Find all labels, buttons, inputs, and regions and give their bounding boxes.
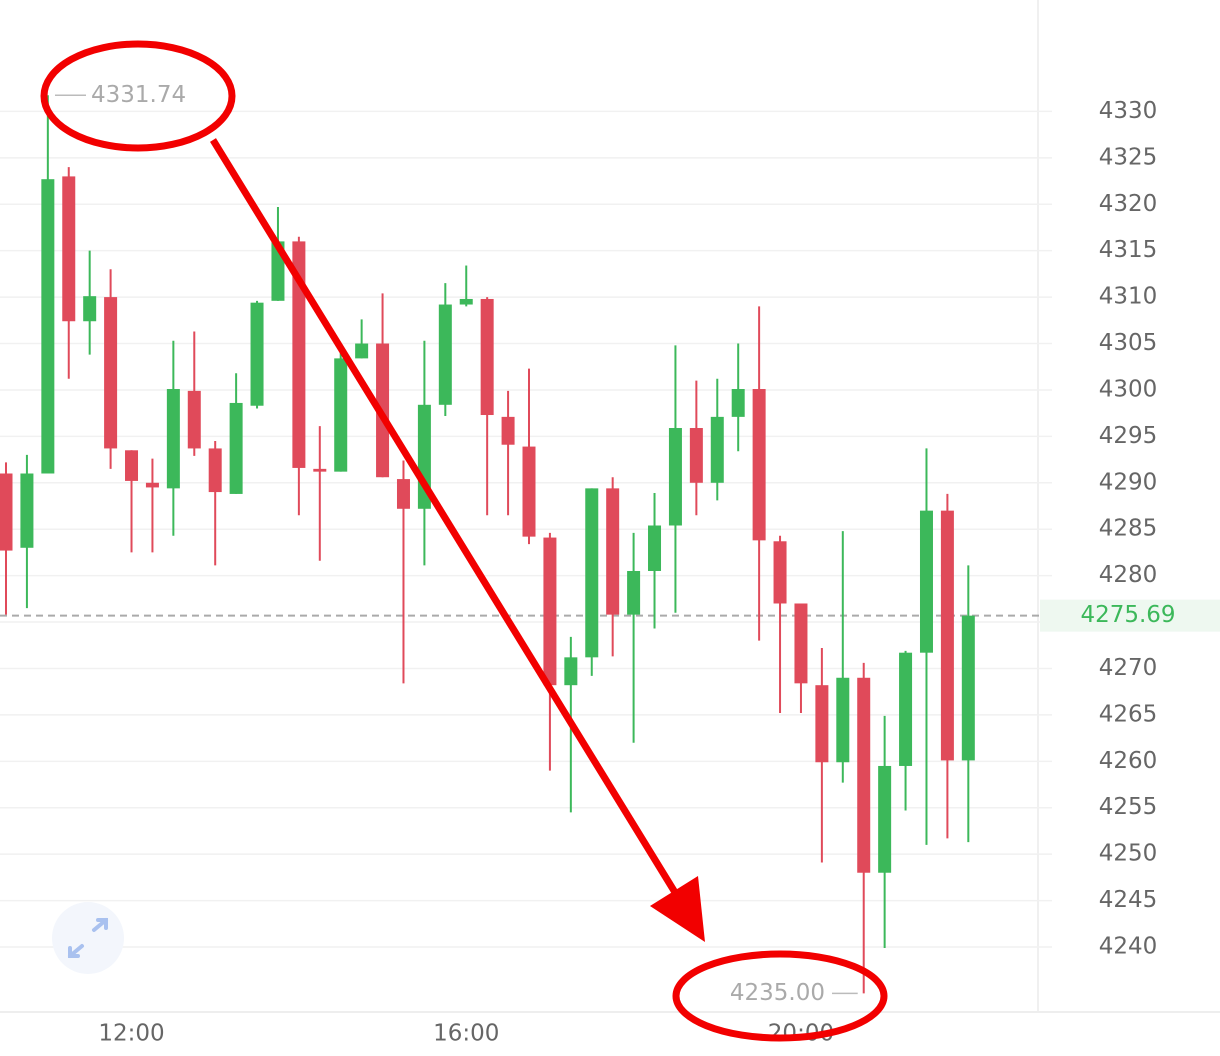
y-tick-label: 4250 bbox=[1099, 841, 1158, 867]
candle-body bbox=[815, 685, 829, 763]
y-tick-label: 4255 bbox=[1099, 794, 1158, 820]
candle-body bbox=[41, 179, 55, 474]
candle-body bbox=[480, 298, 494, 416]
candle-body bbox=[961, 615, 975, 761]
candle-body bbox=[543, 537, 557, 686]
candle-body bbox=[83, 296, 97, 322]
x-tick-label: 16:00 bbox=[433, 1021, 499, 1047]
candle-body bbox=[836, 677, 850, 763]
expand-button-bg[interactable] bbox=[52, 902, 124, 974]
candle-body bbox=[773, 541, 787, 604]
annotation-circle bbox=[40, 40, 236, 152]
candle-body bbox=[710, 416, 724, 483]
y-tick-label: 4265 bbox=[1099, 701, 1158, 727]
y-tick-label: 4270 bbox=[1099, 655, 1158, 681]
candle-body bbox=[145, 482, 159, 488]
candle-body bbox=[606, 488, 620, 615]
candle-body bbox=[187, 390, 201, 449]
expand-icon[interactable] bbox=[68, 918, 108, 958]
candle-body bbox=[396, 479, 410, 509]
y-tick-label: 4310 bbox=[1099, 284, 1158, 310]
annotation bbox=[40, 40, 888, 1042]
candle-body bbox=[104, 297, 118, 449]
y-tick-label: 4315 bbox=[1099, 237, 1158, 263]
y-tick-label: 4320 bbox=[1099, 191, 1158, 217]
candle-body bbox=[313, 468, 327, 472]
candle-body bbox=[794, 603, 808, 684]
candle-body bbox=[731, 389, 745, 417]
candle-body bbox=[166, 389, 180, 489]
candle-body bbox=[62, 176, 76, 322]
candle-body bbox=[522, 446, 536, 537]
candle-body bbox=[919, 510, 933, 653]
candle-body bbox=[627, 570, 641, 615]
x-tick-label: 12:00 bbox=[98, 1021, 164, 1047]
candle-body bbox=[125, 450, 139, 481]
annotation-arrow bbox=[210, 138, 679, 896]
y-tick-label: 4240 bbox=[1099, 934, 1158, 960]
y-tick-label: 4290 bbox=[1099, 469, 1158, 495]
y-tick-label: 4260 bbox=[1099, 748, 1158, 774]
candle-body bbox=[20, 473, 34, 548]
last-price-bg bbox=[1040, 599, 1220, 632]
plot: 4240424542504255426042654270427542804285… bbox=[0, 82, 1220, 1047]
y-tick-label: 4280 bbox=[1099, 562, 1158, 588]
candle-body bbox=[438, 304, 452, 405]
last-price-label: 4275.69 bbox=[1080, 602, 1175, 628]
y-tick-label: 4330 bbox=[1099, 98, 1158, 124]
candle-body bbox=[899, 652, 913, 766]
annotation-circle bbox=[672, 950, 888, 1042]
candle-body bbox=[668, 428, 682, 526]
candle-body bbox=[940, 510, 954, 761]
min-label: 4235.00 bbox=[730, 980, 825, 1006]
candle-body bbox=[334, 358, 348, 472]
annotation-arrowhead bbox=[650, 876, 705, 942]
candle-body bbox=[229, 402, 243, 494]
candle-body bbox=[208, 448, 222, 493]
y-tick-label: 4245 bbox=[1099, 887, 1158, 913]
candle-body bbox=[585, 488, 599, 658]
candle-body bbox=[0, 473, 13, 551]
candle-body bbox=[878, 765, 892, 873]
candle-body bbox=[564, 657, 578, 686]
y-tick-label: 4325 bbox=[1099, 144, 1158, 170]
candle-body bbox=[250, 302, 264, 406]
y-tick-label: 4305 bbox=[1099, 330, 1158, 356]
y-tick-label: 4285 bbox=[1099, 516, 1158, 542]
candle-body bbox=[292, 241, 306, 468]
expand-button[interactable] bbox=[52, 902, 124, 974]
candle-body bbox=[648, 525, 662, 571]
candle-body bbox=[355, 343, 369, 359]
candle-body bbox=[459, 298, 473, 305]
candle-body bbox=[501, 416, 515, 445]
candle-body bbox=[857, 677, 871, 873]
y-tick-label: 4300 bbox=[1099, 376, 1158, 402]
max-label: 4331.74 bbox=[91, 82, 186, 108]
candle-body bbox=[689, 428, 703, 483]
y-tick-label: 4295 bbox=[1099, 423, 1158, 449]
candle-body bbox=[752, 389, 766, 541]
